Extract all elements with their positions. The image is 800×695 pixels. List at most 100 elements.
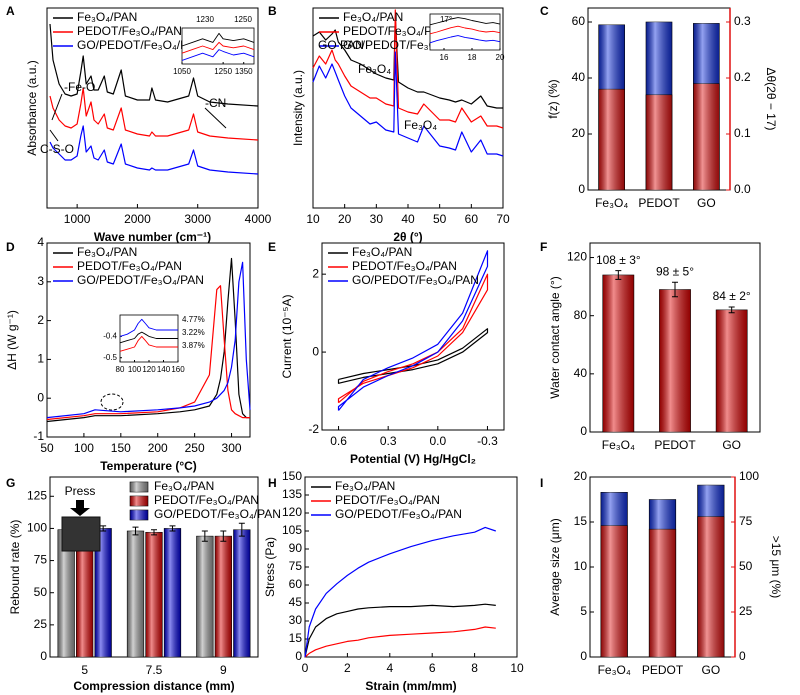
x-tick-label: 0.0 — [429, 434, 446, 448]
y-tick-label: 60 — [572, 14, 586, 28]
annotation: -Fe-O — [64, 80, 95, 94]
series-line — [119, 318, 178, 337]
y-tick-label: 50 — [34, 585, 48, 599]
y-tick-label: 5 — [580, 604, 587, 618]
x-tick-label: Fe₃O₄ — [602, 438, 635, 452]
x-tick-label: 0.3 — [380, 434, 397, 448]
y2-tick-label: 75 — [739, 514, 753, 528]
y-axis-label: f(z) (%) — [546, 79, 560, 118]
y-axis-label: Absorbance (a.u.) — [25, 60, 39, 155]
bar-shine — [693, 83, 720, 190]
series-line — [337, 273, 489, 404]
x-tick-label: 18 — [468, 53, 477, 62]
x-tick-label: 5 — [81, 663, 88, 677]
legend-label: Fe₃O₄/PAN — [77, 245, 137, 259]
sample-photo — [61, 516, 101, 552]
y-tick-label: 0 — [580, 649, 587, 663]
error-bar — [132, 526, 139, 536]
y-tick-label: 75 — [34, 553, 48, 567]
value-label: 98 ± 5° — [656, 264, 694, 278]
x-axis-label: Temperature (°C) — [100, 459, 197, 473]
x-tick-label: 1050 — [173, 67, 191, 76]
panel-label: D — [6, 240, 15, 254]
panel: 0 25 50 75 100 125 Compression distance (mm) Re… — [8, 476, 281, 693]
error-bar — [728, 306, 735, 314]
x-tick-label: 10 — [306, 212, 320, 226]
y-tick-label: 40 — [572, 70, 586, 84]
x-tick-label: 60 — [465, 212, 479, 226]
y-tick-label: 135 — [282, 487, 302, 501]
x-tick-label: 40 — [401, 212, 415, 226]
y-tick-label: 75 — [289, 559, 303, 573]
y2-axis-label: Δθ(2θ − 17) — [764, 67, 778, 130]
y-tick-label: 105 — [282, 523, 302, 537]
x-tick-label: 3000 — [184, 212, 211, 226]
bar-shine — [215, 536, 232, 657]
annotation: Press — [65, 484, 96, 498]
legend-label: Fe₃O₄/PAN — [77, 10, 137, 24]
legend-label: Fe₃O₄/PAN — [352, 245, 412, 259]
y2-tick-label: 25 — [739, 604, 753, 618]
y-tick-label: 80 — [574, 308, 588, 322]
x-tick-label: 16 — [440, 53, 449, 62]
panel-label: F — [540, 240, 547, 254]
y-axis-label: Average size (μm) — [548, 518, 562, 615]
y-axis-label: Current (10⁻⁵A) — [280, 294, 294, 378]
error-bar — [169, 525, 176, 532]
x-tick-label: 0.6 — [330, 434, 347, 448]
panel-label: G — [6, 476, 15, 490]
y-tick-label: -1 — [33, 429, 44, 443]
panel: 0.6 0.3 0.0 -0.3 -2 0 2 Potential (V) Hg/HgCl₂ C… — [280, 242, 505, 466]
x-tick-label: 4 — [386, 661, 393, 675]
series-line — [181, 41, 255, 54]
x-tick-label: GO — [722, 438, 741, 452]
error-bar — [238, 522, 245, 537]
legend-label: PEDOT/Fe₃O₄/PAN — [77, 259, 182, 273]
legend-label: Fe₃O₄/PAN — [343, 10, 403, 24]
series-line — [49, 87, 259, 141]
x-tick-label: Fe₃O₄ — [595, 196, 628, 210]
y-tick-label: 1 — [37, 352, 44, 366]
series-line — [304, 603, 496, 658]
value-label: 84 ± 2° — [713, 289, 751, 303]
x-tick-label: 140 — [157, 365, 171, 374]
x-axis-label: Potential (V) Hg/HgCl₂ — [350, 452, 476, 466]
error-bar — [100, 525, 107, 532]
y2-tick-label: 100 — [739, 469, 759, 483]
series-line — [429, 35, 501, 44]
y-axis-label: Water contact angle (°) — [548, 276, 562, 398]
panel: 0 2 4 6 8 10 0 15 30 45 60 75 90 105 120 135 150 Strain (… — [263, 469, 524, 693]
y-tick-label: 3 — [37, 274, 44, 288]
x-tick-label: 20 — [496, 53, 505, 62]
legend-label: GO/PEDOT/Fe₃O₄/PAN — [77, 273, 204, 287]
x-tick-label: 0 — [302, 661, 309, 675]
legend-label: PEDOT/Fe₃O₄/PAN — [352, 259, 457, 273]
y-tick-label: 0 — [40, 649, 47, 663]
x-tick-label: 1000 — [64, 212, 91, 226]
legend-label: GO/PEDOT/Fe₃O₄/PAN — [77, 38, 204, 52]
series-line — [46, 257, 250, 423]
series-line — [181, 32, 255, 47]
y2-tick-label: 0.1 — [734, 126, 751, 140]
bar-shine — [598, 89, 625, 190]
y-tick-label: 150 — [282, 469, 302, 483]
x-tick-label: 30 — [370, 212, 384, 226]
inset: 80 100 120 140 160 -0.5 -0.4 4.77% 3.22% 3.87% — [103, 314, 205, 374]
y-tick-label: 0 — [312, 344, 319, 358]
panel-label: I — [540, 476, 543, 490]
bar-shine — [76, 531, 93, 657]
x-axis-label: Wave number (cm⁻¹) — [94, 230, 211, 244]
x-tick-label: 200 — [148, 441, 168, 455]
x-tick-label: 100 — [128, 365, 142, 374]
x-tick-label: 1350 — [235, 67, 253, 76]
y-tick-label: 0 — [578, 182, 585, 196]
x-axis-label: Strain (mm/mm) — [365, 679, 456, 693]
y-tick-label: 120 — [282, 505, 302, 519]
legend-label: GO/PEDOT/Fe₃O₄/PAN — [335, 507, 462, 521]
y-tick-label: 45 — [289, 595, 303, 609]
panel-label: B — [268, 4, 277, 18]
y2-tick-label: 0.2 — [734, 70, 751, 84]
value-label: 108 ± 3° — [596, 253, 641, 267]
x-tick-label: 7.5 — [146, 663, 163, 677]
